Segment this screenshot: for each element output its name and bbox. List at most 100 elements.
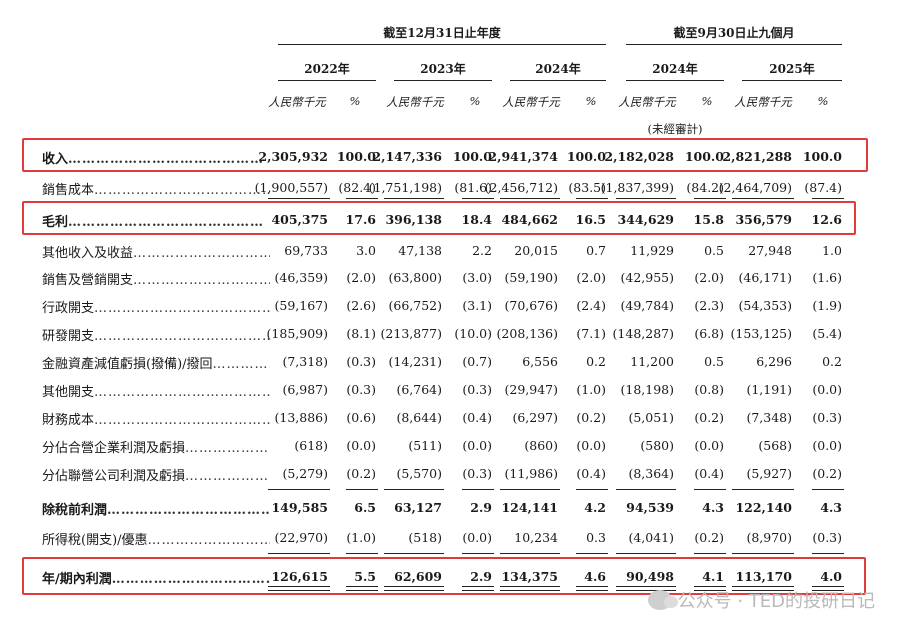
- cell-amount: (8,364): [628, 466, 674, 481]
- table-row: 毛利…………………………………… 405,375 17.6 396,138 18.4 48…: [0, 206, 901, 234]
- row-label-text: 財務成本: [42, 413, 95, 428]
- header-group-fy-rule: [278, 44, 606, 45]
- cell-percent: 4.3: [820, 500, 842, 515]
- table-row: 所得稅(開支)/優惠…………………………………… (22,970) (1.0) (51…: [0, 524, 901, 552]
- cell-percent: (5.4): [812, 326, 842, 341]
- dot-leader: ……………………………………: [133, 273, 270, 288]
- cell-percent: 0.5: [704, 354, 724, 369]
- year-header: 2024年: [652, 62, 698, 76]
- table-row: 分佔合營企業利潤及虧損…………………………………… (618) (0.0) (511)…: [0, 432, 901, 460]
- cell-percent: (84.2): [686, 180, 724, 195]
- highlight-revenue: [22, 138, 868, 172]
- double-rule: [268, 586, 330, 591]
- cell-amount: (6,297): [512, 410, 558, 425]
- cell-percent: (1.6): [812, 270, 842, 285]
- unit-rmb: 人民幣千元: [386, 95, 444, 109]
- cell-percent: (8.1): [346, 326, 376, 341]
- cell-amount: 47,138: [398, 243, 442, 258]
- cell-amount: 2,147,336: [372, 149, 442, 164]
- double-rule: [500, 586, 560, 591]
- single-rule: [384, 489, 444, 490]
- cell-percent: 2.2: [472, 243, 492, 258]
- cell-amount: (5,570): [396, 466, 442, 481]
- table-row: 除稅前利潤……………………………………149,585 6.5 63,127 2.9 12…: [0, 494, 901, 522]
- table-row: 銷售及營銷開支…………………………………… (46,359) (2.0) (63,80…: [0, 264, 901, 292]
- row-label-text: 研發開支: [42, 329, 95, 344]
- cell-amount: (59,190): [504, 270, 559, 285]
- cell-amount: (4,041): [628, 530, 674, 545]
- cell-amount: (148,287): [612, 326, 674, 341]
- highlight-net-profit: [22, 557, 866, 595]
- single-rule: [346, 553, 378, 554]
- cell-percent: (0.4): [462, 410, 492, 425]
- cell-amount: (7,348): [746, 410, 792, 425]
- cell-amount: (5,927): [746, 466, 792, 481]
- table-row: 收入…………………………………… 2,305,932 100.0 2,147,336 1…: [0, 143, 901, 171]
- cell-amount: (618): [294, 438, 328, 453]
- cell-percent: (0.0): [576, 438, 606, 453]
- table-row: 其他開支…………………………………… (6,987) (0.3) (6,764) (0.…: [0, 376, 901, 404]
- cell-percent: 0.2: [586, 354, 606, 369]
- cell-amount: (1,900,557): [254, 180, 328, 195]
- single-rule: [694, 489, 726, 490]
- single-rule: [812, 489, 844, 490]
- cell-amount: 2,182,028: [604, 149, 674, 164]
- unit-pct: %: [469, 94, 481, 108]
- double-rule: [346, 586, 378, 591]
- table-row: 行政開支…………………………………… (59,167) (2.6) (66,752) (…: [0, 292, 901, 320]
- year-header-rule: [742, 80, 842, 81]
- row-label-text: 分佔聯營公司利潤及虧損: [42, 469, 186, 484]
- cell-percent: 15.8: [693, 212, 724, 227]
- cell-percent: 18.4: [461, 212, 492, 227]
- row-label: 財務成本……………………………………: [42, 409, 270, 428]
- row-label: 銷售成本……………………………………: [42, 179, 270, 198]
- header-group-9m: 截至9月30日止九個月: [673, 26, 795, 40]
- cell-amount: (14,231): [388, 354, 443, 369]
- year-header: 2022年: [304, 62, 350, 76]
- cell-amount: 20,015: [514, 243, 558, 258]
- unit-pct: %: [701, 94, 713, 108]
- year-header-rule: [510, 80, 606, 81]
- cell-percent: (2.0): [694, 270, 724, 285]
- dot-leader: ……………………………………: [133, 246, 270, 261]
- cell-amount: (66,752): [388, 298, 443, 313]
- dot-leader: ……………………………………: [94, 183, 270, 198]
- single-rule: [732, 198, 794, 199]
- cell-percent: (2.4): [576, 298, 606, 313]
- single-rule: [694, 553, 726, 554]
- dot-leader: ……………………………………: [94, 413, 270, 428]
- cell-percent: 1.0: [822, 243, 842, 258]
- cell-amount: (5,279): [282, 466, 328, 481]
- dot-leader: ……………………………………: [185, 441, 270, 456]
- dot-leader: ……………………………………: [111, 572, 270, 587]
- single-rule: [268, 553, 330, 554]
- cell-percent: 100.0: [802, 149, 842, 164]
- single-rule: [616, 553, 676, 554]
- cell-percent: 4.0: [820, 569, 842, 584]
- single-rule: [268, 489, 330, 490]
- cell-percent: (81.6): [454, 180, 492, 195]
- cell-percent: (10.0): [454, 326, 492, 341]
- highlight-gross-profit: [22, 201, 856, 235]
- double-rule: [462, 586, 494, 591]
- single-rule: [462, 198, 494, 199]
- cell-amount: 11,929: [630, 243, 674, 258]
- single-rule: [500, 198, 560, 199]
- single-rule: [694, 198, 726, 199]
- cell-percent: (0.3): [812, 410, 842, 425]
- cell-amount: (54,353): [738, 298, 793, 313]
- cell-percent: 17.6: [345, 212, 376, 227]
- table-row: 研發開支……………………………………(185,909) (8.1) (213,877…: [0, 320, 901, 348]
- cell-amount: 27,948: [748, 243, 792, 258]
- cell-amount: (511): [408, 438, 442, 453]
- cell-percent: (0.0): [462, 438, 492, 453]
- single-rule: [732, 489, 794, 490]
- cell-percent: (0.2): [694, 410, 724, 425]
- year-header: 2023年: [420, 62, 466, 76]
- row-label: 除稅前利潤……………………………………: [42, 499, 270, 518]
- table-row: 分佔聯營公司利潤及虧損…………………………………… (5,279) (0.2) (5,…: [0, 460, 901, 488]
- watermark-text: 公众号 · TED的投研日记: [677, 591, 875, 612]
- cell-amount: (2,456,712): [484, 180, 558, 195]
- year-header-rule: [278, 80, 376, 81]
- cell-amount: 113,170: [735, 569, 792, 584]
